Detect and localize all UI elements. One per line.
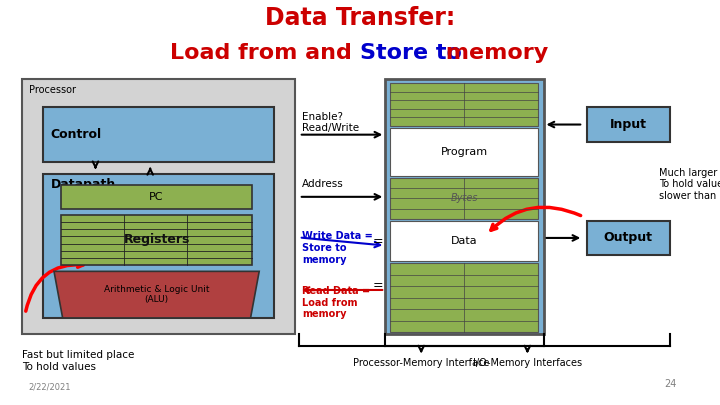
Text: PC: PC bbox=[149, 192, 164, 202]
Text: =: = bbox=[373, 235, 383, 248]
Bar bbox=[390, 83, 538, 126]
Text: Load from and: Load from and bbox=[171, 43, 360, 62]
Bar bbox=[390, 178, 538, 219]
Text: Enable?
Read/Write: Enable? Read/Write bbox=[302, 112, 359, 133]
Text: Program: Program bbox=[441, 147, 487, 157]
Bar bbox=[22, 79, 295, 334]
Bar bbox=[385, 79, 544, 334]
Text: I/O-Memory Interfaces: I/O-Memory Interfaces bbox=[473, 358, 582, 369]
Bar bbox=[390, 221, 538, 261]
Text: Arithmetic & Logic Unit
(ALU): Arithmetic & Logic Unit (ALU) bbox=[104, 285, 210, 304]
Text: =: = bbox=[373, 279, 383, 292]
Text: Write Data =
Store to
memory: Write Data = Store to memory bbox=[302, 231, 373, 264]
Text: Data: Data bbox=[451, 236, 477, 246]
Text: Much larger place
To hold values, but
slower than registers!: Much larger place To hold values, but sl… bbox=[659, 168, 720, 201]
Bar bbox=[43, 174, 274, 318]
Bar bbox=[61, 215, 252, 265]
Text: Read Data =
Load from
memory: Read Data = Load from memory bbox=[302, 286, 371, 319]
Bar bbox=[587, 107, 670, 142]
Text: Fast but limited place
To hold values: Fast but limited place To hold values bbox=[22, 350, 134, 372]
Bar bbox=[587, 221, 670, 255]
Text: Store to: Store to bbox=[360, 43, 462, 62]
Text: Registers: Registers bbox=[123, 233, 190, 247]
Text: Data Transfer:: Data Transfer: bbox=[265, 6, 455, 30]
Text: Datapath: Datapath bbox=[50, 178, 116, 191]
Text: Control: Control bbox=[50, 128, 102, 141]
Text: 24: 24 bbox=[665, 379, 677, 389]
Bar bbox=[61, 185, 252, 209]
Text: Processor: Processor bbox=[29, 85, 76, 95]
Text: memory: memory bbox=[438, 43, 548, 62]
Text: Bytes: Bytes bbox=[450, 194, 478, 203]
Text: Output: Output bbox=[603, 231, 653, 245]
Text: Memory: Memory bbox=[392, 85, 443, 95]
Bar bbox=[390, 128, 538, 176]
Bar bbox=[390, 263, 538, 332]
Text: 2/22/2021: 2/22/2021 bbox=[29, 383, 71, 392]
Polygon shape bbox=[54, 271, 259, 318]
Text: Processor-Memory Interface: Processor-Memory Interface bbox=[353, 358, 490, 369]
Text: Address: Address bbox=[302, 179, 344, 189]
Text: Input: Input bbox=[610, 118, 647, 131]
Bar bbox=[43, 107, 274, 162]
